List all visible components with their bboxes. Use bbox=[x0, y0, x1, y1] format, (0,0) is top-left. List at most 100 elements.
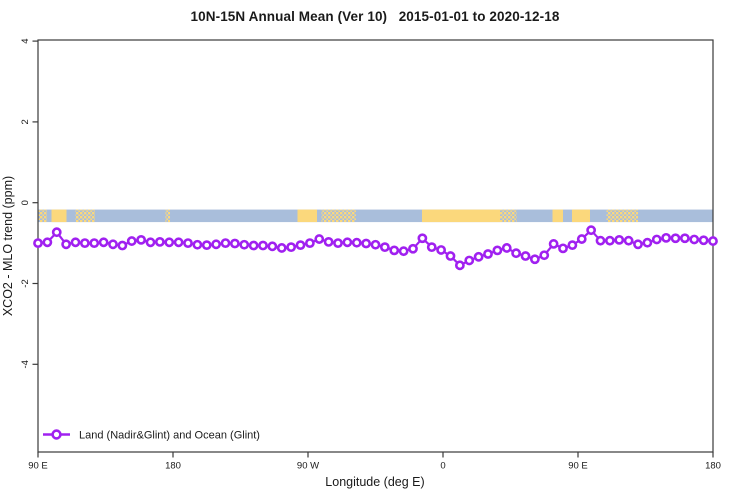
land-band-segment bbox=[297, 209, 317, 223]
land-band-segment bbox=[572, 209, 590, 223]
series-marker bbox=[614, 234, 625, 245]
series-marker bbox=[333, 238, 343, 248]
series-marker bbox=[117, 240, 128, 251]
y-axis-title: XCO2 - MLO trend (ppm) bbox=[1, 176, 15, 316]
series-marker bbox=[79, 238, 90, 248]
series-marker bbox=[604, 235, 615, 246]
series-marker bbox=[323, 236, 334, 247]
y-tick-label: 4 bbox=[20, 38, 31, 43]
series-marker bbox=[351, 237, 362, 248]
series-marker bbox=[623, 235, 634, 246]
series-marker bbox=[136, 234, 147, 245]
series-marker bbox=[436, 245, 447, 255]
series-marker bbox=[473, 251, 484, 262]
x-tick-label: 90 W bbox=[297, 461, 319, 472]
series-marker bbox=[511, 248, 522, 259]
series-marker bbox=[173, 237, 184, 248]
series-marker bbox=[398, 246, 409, 257]
x-tick-label: 180 bbox=[705, 461, 721, 472]
series-marker bbox=[651, 234, 662, 245]
series-marker bbox=[558, 243, 568, 254]
series-marker bbox=[642, 237, 653, 248]
legend: Land (Nadir&Glint) and Ocean (Glint) bbox=[43, 429, 260, 442]
series-marker bbox=[258, 240, 268, 251]
series-marker bbox=[586, 225, 597, 236]
series-marker bbox=[51, 227, 62, 238]
land-band-segment bbox=[38, 209, 47, 223]
x-tick-label: 180 bbox=[165, 461, 181, 472]
series-marker bbox=[379, 242, 390, 253]
y-tick-label: 0 bbox=[20, 200, 31, 205]
series-marker bbox=[389, 245, 400, 256]
series-marker bbox=[304, 238, 315, 248]
series-marker bbox=[408, 243, 418, 254]
series-marker bbox=[454, 260, 465, 271]
series-marker bbox=[529, 254, 540, 265]
series-marker bbox=[70, 237, 81, 248]
series-marker bbox=[229, 238, 240, 249]
series-marker bbox=[464, 255, 475, 266]
series-marker bbox=[670, 233, 681, 244]
ocean-band bbox=[38, 209, 713, 223]
series-marker bbox=[154, 236, 165, 247]
series-marker bbox=[126, 236, 137, 246]
y-tick-label: -4 bbox=[20, 360, 31, 368]
x-tick-label: 90 E bbox=[568, 461, 588, 472]
series-marker bbox=[679, 233, 690, 244]
series-marker bbox=[220, 238, 231, 248]
land-band-segment bbox=[75, 209, 95, 223]
series-marker bbox=[445, 251, 456, 261]
series-marker bbox=[342, 237, 353, 248]
series-marker bbox=[276, 243, 287, 253]
series-marker bbox=[267, 241, 278, 252]
series-marker bbox=[145, 237, 156, 248]
series-marker bbox=[520, 251, 531, 261]
series-marker bbox=[567, 240, 578, 251]
land-band-segment bbox=[321, 209, 356, 223]
legend-label: Land (Nadir&Glint) and Ocean (Glint) bbox=[79, 430, 260, 442]
series-marker bbox=[61, 239, 72, 250]
land-band-segment bbox=[422, 209, 500, 223]
series-marker bbox=[89, 238, 100, 248]
series-marker bbox=[361, 238, 372, 249]
series-marker bbox=[286, 242, 297, 253]
series-marker bbox=[248, 240, 259, 251]
series-marker bbox=[239, 239, 250, 250]
series-marker bbox=[42, 237, 53, 248]
series-marker bbox=[201, 240, 212, 251]
series-marker bbox=[633, 239, 643, 250]
series-marker bbox=[426, 242, 437, 253]
series-marker bbox=[98, 237, 109, 248]
series-marker bbox=[164, 237, 175, 248]
series-marker bbox=[576, 234, 587, 244]
land-band-segment bbox=[165, 209, 170, 223]
x-tick-label: 90 E bbox=[28, 461, 48, 472]
series-marker bbox=[708, 236, 718, 246]
series-marker bbox=[295, 240, 306, 251]
series-marker bbox=[548, 239, 559, 249]
land-band-segment bbox=[552, 209, 563, 223]
y-tick-label: 2 bbox=[20, 119, 31, 124]
series-marker bbox=[370, 239, 381, 250]
series-marker bbox=[183, 238, 193, 248]
series-marker bbox=[661, 232, 672, 243]
series-marker bbox=[417, 233, 428, 244]
series-marker bbox=[108, 239, 118, 250]
series-marker bbox=[689, 234, 700, 245]
land-band-segment bbox=[606, 209, 638, 223]
series-marker bbox=[33, 238, 43, 248]
legend-marker-sample bbox=[51, 429, 62, 440]
land-band-segment bbox=[51, 209, 67, 223]
land-band-segment bbox=[500, 209, 517, 223]
y-tick-label: -2 bbox=[20, 279, 31, 287]
series-marker bbox=[698, 235, 709, 246]
series-marker bbox=[483, 249, 493, 259]
series-marker bbox=[501, 243, 512, 253]
x-axis-title: Longitude (deg E) bbox=[325, 475, 425, 489]
series-marker bbox=[211, 239, 222, 250]
series-marker bbox=[595, 235, 606, 246]
series-marker bbox=[314, 234, 325, 244]
series-marker bbox=[539, 250, 550, 261]
